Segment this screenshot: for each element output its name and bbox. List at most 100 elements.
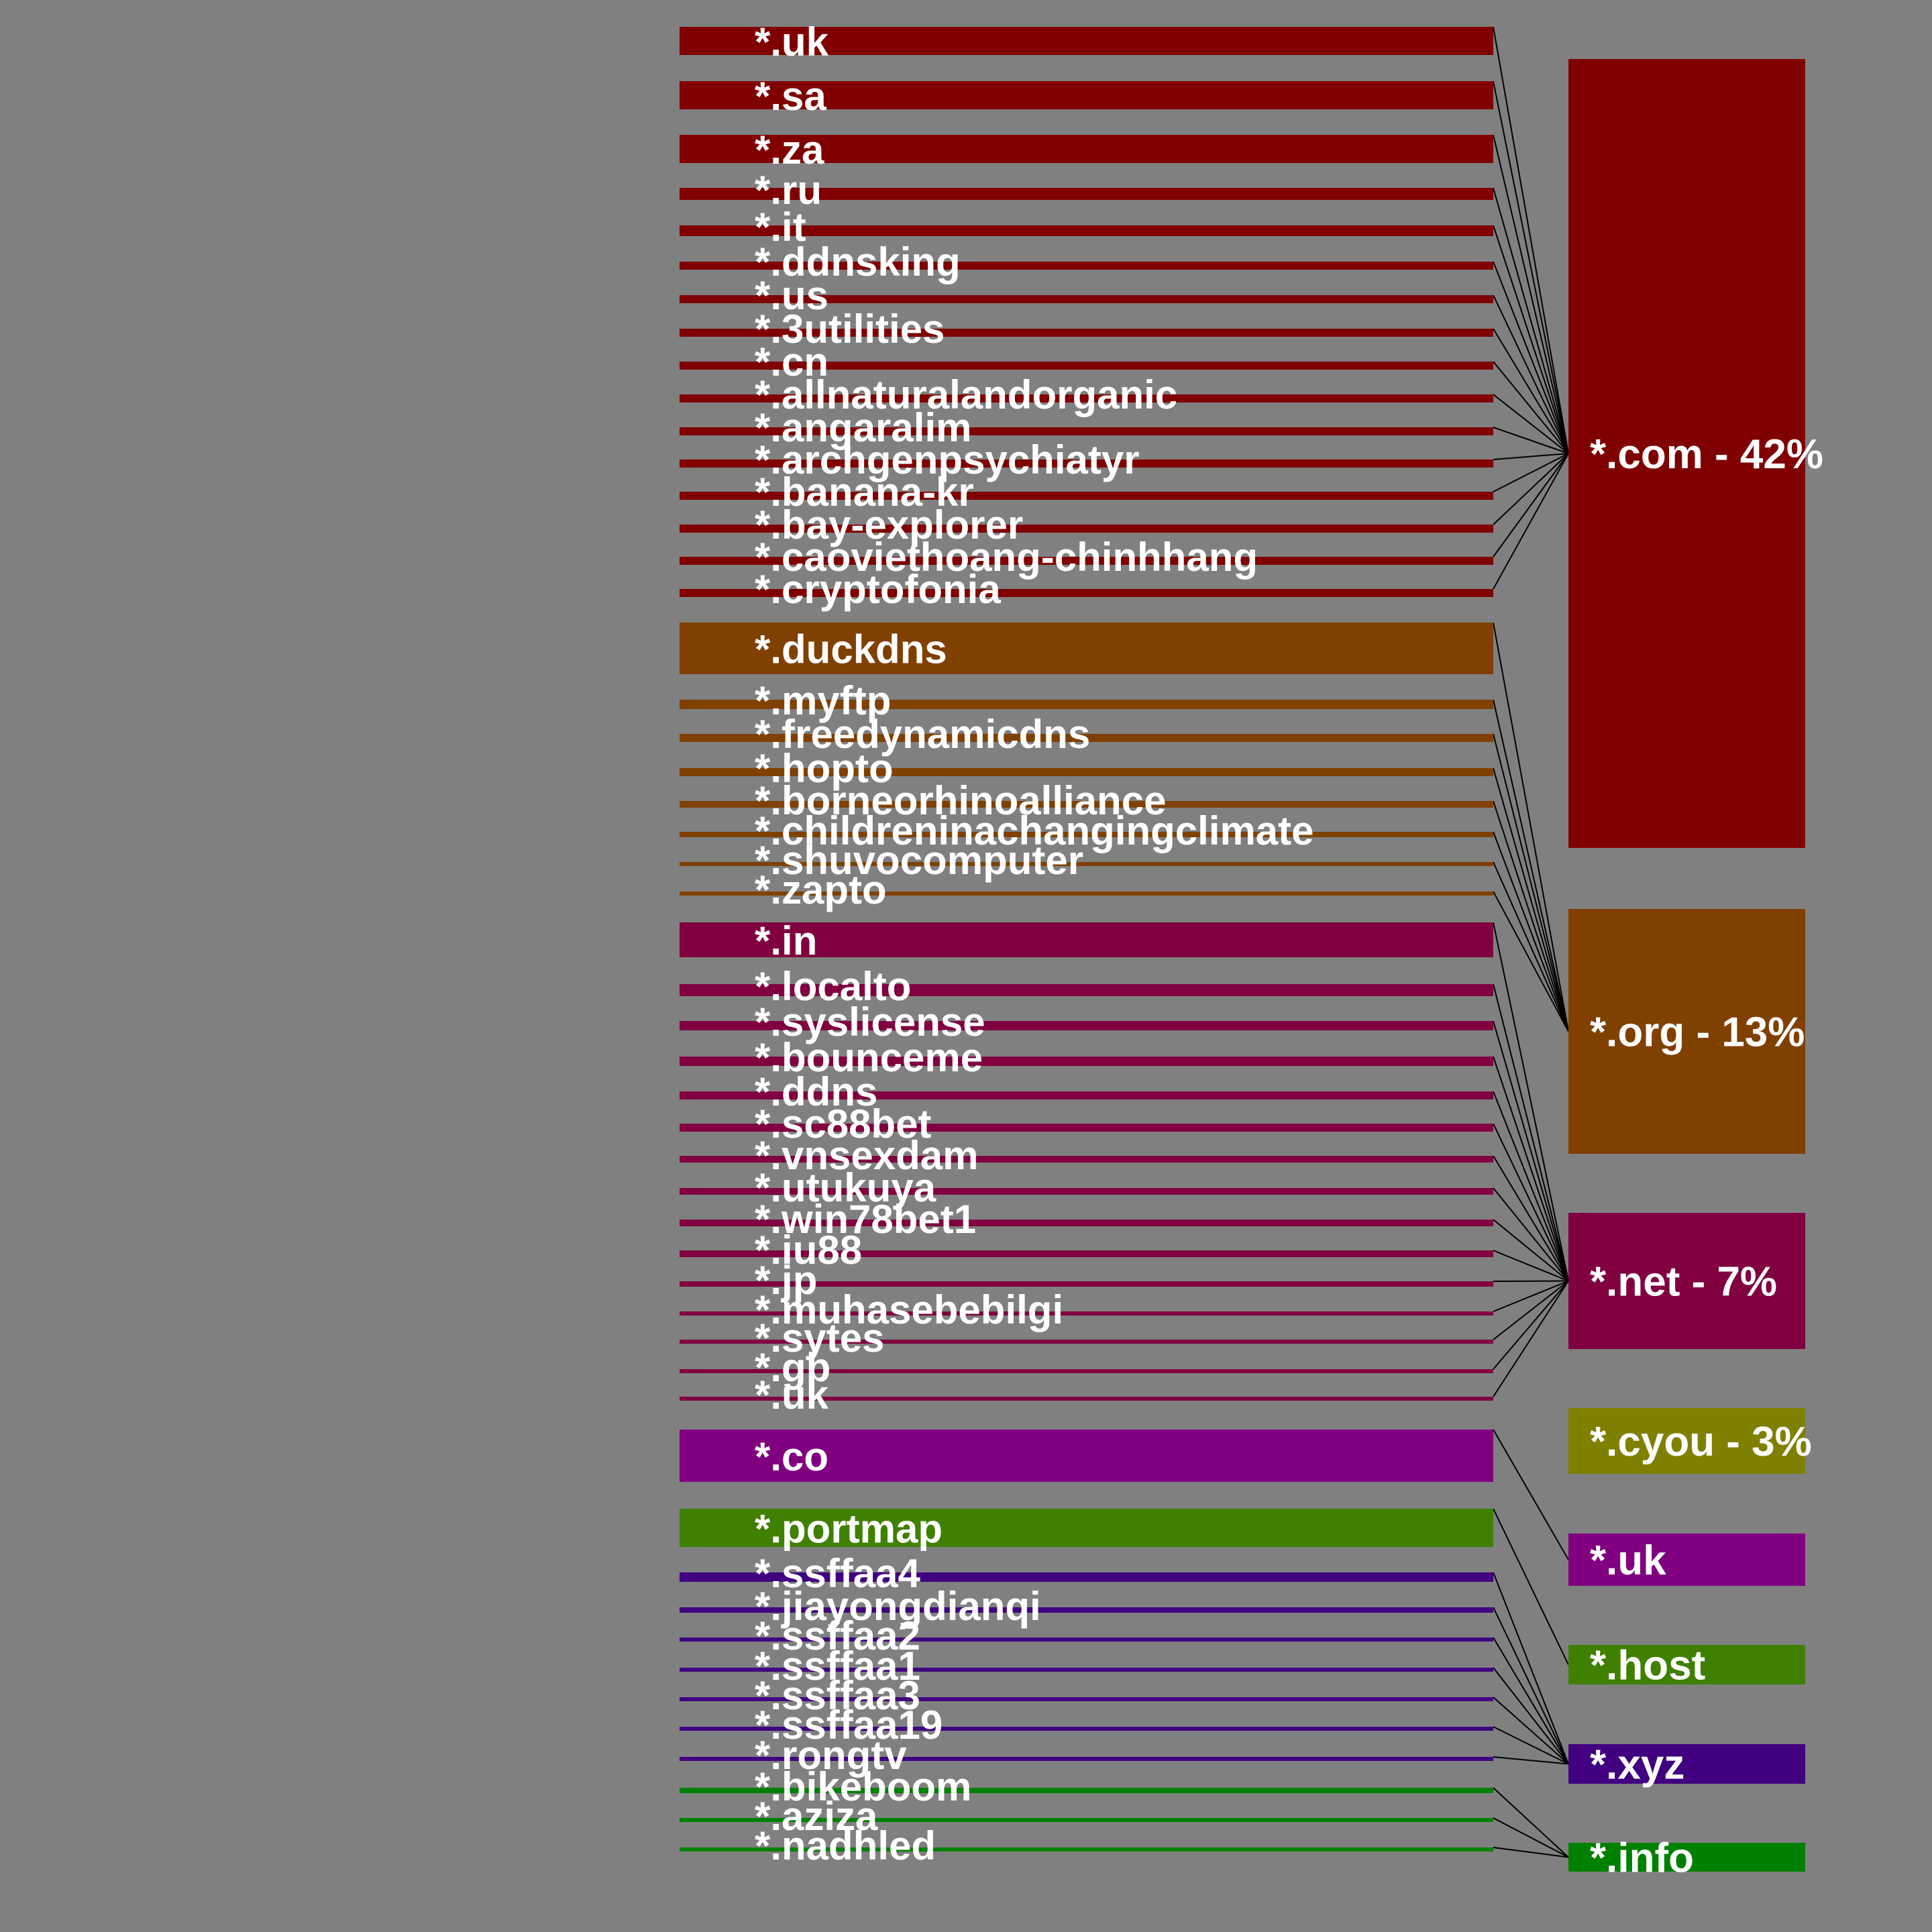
source-label: *.ssffaa2	[755, 1613, 920, 1658]
source-bar	[680, 1818, 1493, 1822]
source-label: *.co	[755, 1434, 828, 1479]
source-bar	[680, 589, 1493, 597]
source-bar	[680, 1124, 1493, 1132]
source-label: *.ssffaa1	[755, 1644, 920, 1688]
connector-line	[1493, 1187, 1569, 1282]
source-label: *.sc88bet	[755, 1102, 932, 1146]
source-label: *.uk	[755, 19, 829, 64]
source-label: *.localto	[755, 964, 911, 1009]
source-label: *.bay-explorer	[755, 502, 1023, 547]
connector-line	[1493, 1787, 1569, 1858]
connector-line	[1493, 1020, 1569, 1281]
source-bar	[680, 768, 1493, 776]
connector-line	[1493, 1847, 1569, 1858]
connector-line	[1493, 1056, 1569, 1281]
connector-line	[1493, 453, 1569, 460]
source-label: *.rongtv	[755, 1733, 907, 1778]
target-box-xyz	[1568, 1744, 1805, 1784]
source-bar	[680, 862, 1493, 866]
source-bar	[680, 1369, 1493, 1373]
target-label-host: *.host	[1590, 1643, 1705, 1689]
source-bar	[680, 1788, 1493, 1793]
source-label: *.borneorhinoalliance	[755, 778, 1166, 823]
source-bar	[680, 700, 1493, 709]
source-bar	[680, 492, 1493, 500]
target-label-org: *.org - 13%	[1590, 1010, 1805, 1056]
source-bar	[680, 81, 1493, 109]
target-box-net	[1568, 1213, 1805, 1349]
source-label: *.freedynamicdns	[755, 712, 1090, 757]
target-label-info: *.info	[1590, 1835, 1694, 1882]
connector-line	[1493, 983, 1569, 1281]
connector-line	[1493, 1091, 1569, 1281]
connector-lines	[1493, 26, 1569, 1858]
source-label: *.caoviethoang-chinhhang	[755, 535, 1258, 580]
source-label: *.ru	[755, 168, 822, 213]
target-box-host	[1568, 1645, 1805, 1684]
connector-line	[1493, 1280, 1569, 1312]
source-label: *.allnaturalandorganic	[755, 372, 1177, 417]
source-bar	[680, 1430, 1493, 1482]
connector-line	[1493, 1697, 1569, 1765]
source-bar	[680, 1638, 1493, 1642]
source-label: *.cryptofonia	[755, 567, 1001, 612]
source-bar	[680, 1311, 1493, 1316]
source-label: *.za	[755, 127, 824, 172]
source-label: *.uk	[755, 1373, 829, 1417]
source-label: *.ddnsking	[755, 239, 961, 284]
connector-line	[1493, 1508, 1569, 1665]
target-box-uk	[1568, 1534, 1805, 1586]
source-label: *.angaralim	[755, 405, 971, 450]
source-label: *.utukuya	[755, 1165, 936, 1210]
source-bar	[680, 460, 1493, 468]
source-label: *.gb	[755, 1345, 830, 1390]
source-bar	[680, 394, 1493, 402]
connector-line	[1493, 453, 1569, 525]
source-label: *.bikeboom	[755, 1764, 971, 1809]
source-bar	[680, 295, 1493, 303]
source-bars: *.uk *.sa *.za*.ru*.it*.ddnsking*.us*.3uti…	[680, 19, 1493, 1868]
source-label: *.sytes	[755, 1316, 884, 1360]
source-bar	[680, 1188, 1493, 1195]
source-label: *.archgenpsychiatyr	[755, 437, 1140, 482]
connector-line	[1493, 1817, 1569, 1858]
source-bar	[680, 362, 1493, 370]
connector-line	[1493, 622, 1569, 1032]
target-box-info	[1568, 1843, 1805, 1872]
source-label: *.jiayongdianqi	[755, 1584, 1041, 1629]
connector-line	[1493, 261, 1569, 454]
connector-line	[1493, 187, 1569, 454]
connector-line	[1493, 767, 1569, 1032]
connector-line	[1493, 294, 1569, 454]
source-label: *.banana-kr	[755, 470, 974, 515]
connector-line	[1493, 1726, 1569, 1765]
source-bar	[680, 1021, 1493, 1030]
source-bar	[680, 225, 1493, 236]
source-label: *.3utilities	[755, 307, 945, 352]
target-label-uk: *.uk	[1590, 1538, 1666, 1584]
connector-line	[1493, 1572, 1569, 1764]
source-bar	[680, 1607, 1493, 1613]
source-bar	[680, 832, 1493, 837]
connector-line	[1493, 453, 1569, 590]
source-label: *.myftp	[755, 678, 891, 723]
source-label: *.us	[755, 273, 828, 318]
source-label: *.zapto	[755, 867, 887, 912]
source-label: *.iu88	[755, 1228, 862, 1273]
source-bar	[680, 1757, 1493, 1761]
connector-line	[1493, 1280, 1569, 1282]
connector-line	[1493, 26, 1569, 454]
source-bar	[680, 188, 1493, 200]
connector-line	[1493, 1155, 1569, 1282]
source-bar	[680, 892, 1493, 896]
source-bar	[680, 329, 1493, 337]
source-bar	[680, 1250, 1493, 1257]
connector-line	[1493, 699, 1569, 1032]
source-bar	[680, 557, 1493, 565]
source-label: *.duckdns	[755, 627, 947, 672]
source-bar	[680, 1397, 1493, 1401]
target-box-org	[1568, 909, 1805, 1154]
source-label: *.portmap	[755, 1507, 943, 1552]
source-bar	[680, 262, 1493, 270]
